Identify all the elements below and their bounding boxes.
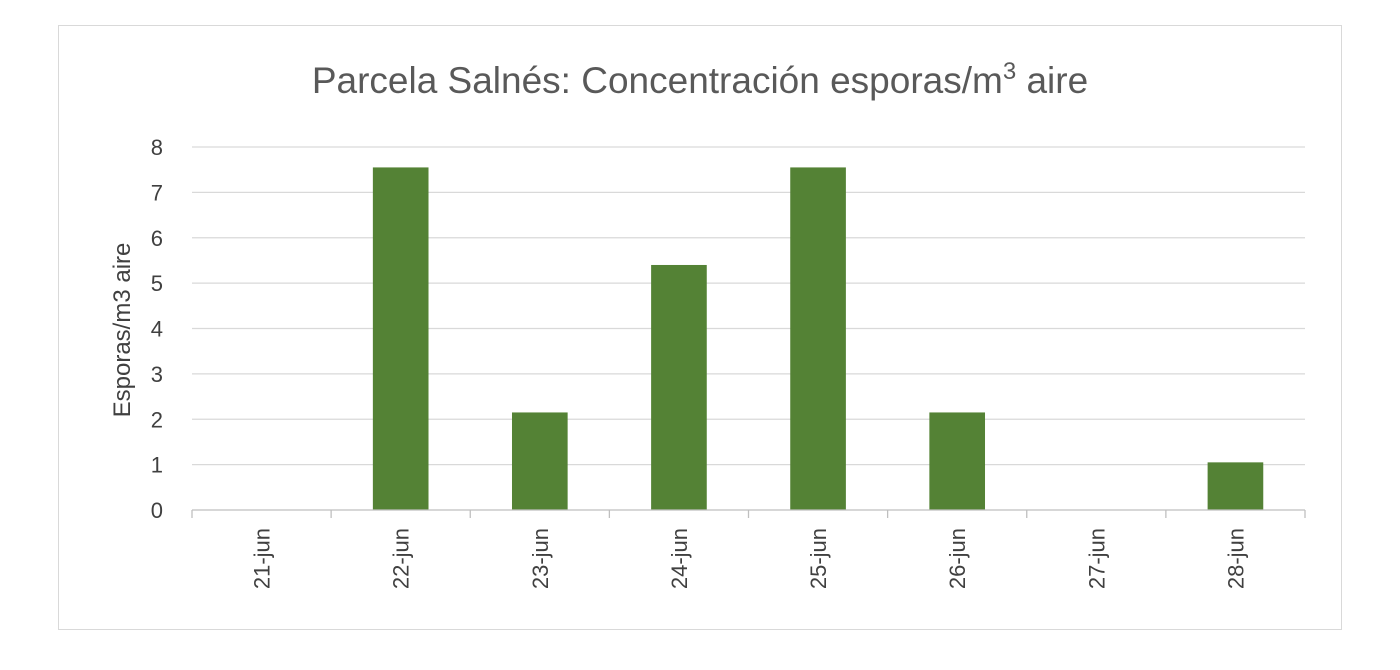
y-tick-label: 6 [151, 226, 163, 251]
y-tick-labels: 0 1 2 3 4 5 6 7 8 [151, 135, 163, 523]
y-tick-label: 1 [151, 453, 163, 478]
chart-title-superscript: 3 [1003, 58, 1016, 85]
x-tick-label: 27-jun [1084, 528, 1109, 589]
x-tick-label: 28-jun [1223, 528, 1248, 589]
bars [372, 167, 1264, 510]
y-tick-label: 3 [151, 362, 163, 387]
bar-24-jun [651, 264, 707, 510]
chart-title-main: Parcela Salnés: Concentración esporas/m [312, 60, 1003, 101]
bar-23-jun [511, 412, 568, 510]
bar-25-jun [790, 167, 846, 510]
bar-28-jun [1207, 462, 1264, 510]
y-tick-label: 8 [151, 135, 163, 160]
x-tick-label: 22-jun [389, 528, 414, 589]
y-tick-label: 2 [151, 407, 163, 432]
y-axis-title: Esporas/m3 aire [109, 243, 136, 418]
y-tick-label: 4 [151, 317, 163, 342]
x-tick-label: 24-jun [667, 528, 692, 589]
bar-22-jun [372, 167, 429, 510]
x-tick-labels: 21-jun 22-jun 23-jun 24-jun 25-jun 26-jun 27-j… [250, 528, 1249, 589]
y-tick-label: 7 [151, 180, 163, 205]
bar-26-jun [929, 412, 986, 510]
y-tick-label: 5 [151, 271, 163, 296]
axes [191, 509, 1306, 518]
x-tick-label: 23-jun [528, 528, 553, 589]
y-tick-label: 0 [151, 498, 163, 523]
gridlines [192, 146, 1305, 466]
x-tick-label: 26-jun [945, 528, 970, 589]
x-tick-label: 21-jun [250, 528, 275, 589]
x-tick-label: 25-jun [806, 528, 831, 589]
chart-title: Parcela Salnés: Concentración esporas/m3… [312, 58, 1088, 101]
chart-title-suffix: aire [1016, 60, 1088, 101]
